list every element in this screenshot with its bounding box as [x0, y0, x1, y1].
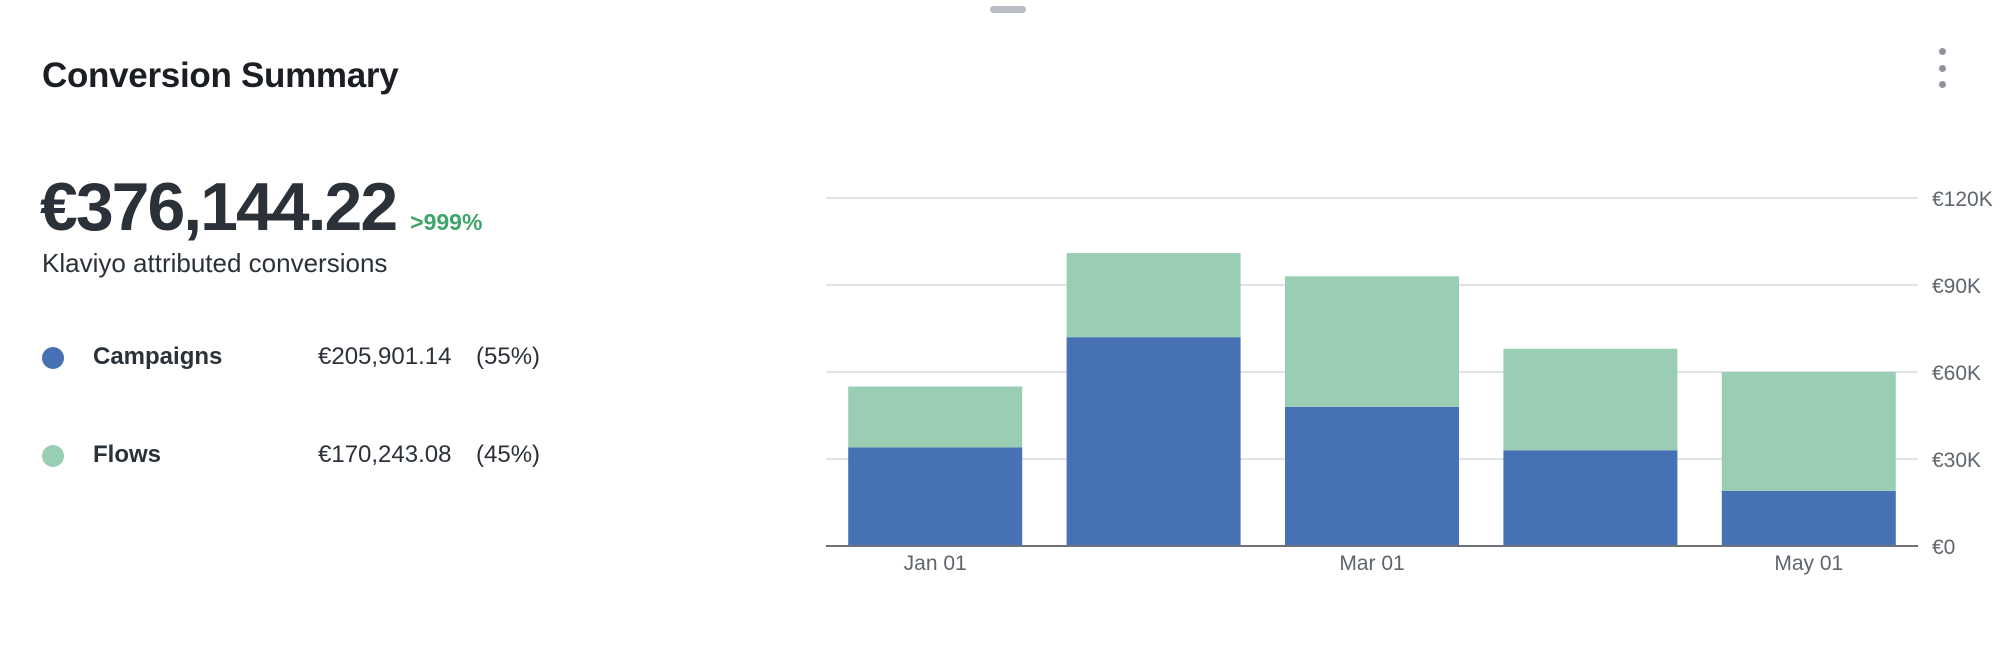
bar-flows — [848, 386, 1023, 448]
bar-campaigns — [1285, 406, 1459, 546]
legend-percent: (45%) — [476, 441, 541, 468]
legend-label: Flows — [93, 441, 162, 468]
campaigns-dot-icon — [42, 347, 64, 369]
kebab-dot — [1938, 64, 1946, 72]
y-tick-label: €30K — [1932, 449, 1981, 472]
kebab-menu-icon[interactable] — [1930, 48, 1954, 88]
bar-campaigns — [1066, 337, 1241, 546]
legend-item-flows: Flows €170,243.08 (45%) — [42, 438, 602, 474]
x-tick-label: May 01 — [1774, 552, 1843, 575]
bar-flows — [1503, 348, 1678, 451]
y-tick-label: €120K — [1932, 188, 1993, 211]
legend-label: Campaigns — [93, 343, 223, 370]
kebab-dot — [1938, 48, 1946, 55]
total-conversions-value: €376,144.22 — [40, 169, 398, 245]
y-tick-label: €0 — [1932, 536, 1955, 559]
bar-flows — [1721, 372, 1896, 491]
total-caption: Klaviyo attributed conversions — [42, 248, 388, 278]
kebab-dot — [1938, 81, 1946, 88]
y-tick-label: €60K — [1932, 362, 1981, 385]
bar-flows — [1066, 253, 1241, 338]
flows-dot-icon — [42, 445, 64, 467]
legend-percent: (55%) — [476, 343, 541, 370]
bar-flows — [1285, 276, 1459, 407]
legend-amount: €205,901.14 — [318, 343, 452, 370]
change-badge: >999% — [410, 209, 483, 235]
y-tick-label: €90K — [1932, 275, 1981, 298]
x-tick-label: Jan 01 — [904, 552, 967, 575]
bar-campaigns — [848, 447, 1023, 546]
legend-amount: €170,243.08 — [318, 441, 452, 468]
x-tick-label: Mar 01 — [1339, 552, 1404, 575]
total-row: €376,144.22 >999% — [40, 168, 482, 246]
bar-campaigns — [1721, 490, 1896, 546]
drag-handle-icon[interactable] — [990, 6, 1026, 13]
card-title: Conversion Summary — [42, 56, 399, 95]
bar-campaigns — [1503, 450, 1678, 546]
legend-item-campaigns: Campaigns €205,901.14 (55%) — [42, 340, 602, 376]
